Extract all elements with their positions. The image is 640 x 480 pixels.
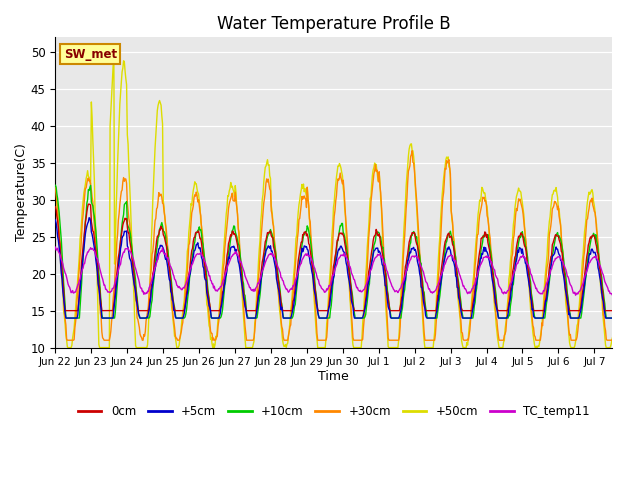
Text: SW_met: SW_met [64, 48, 117, 60]
X-axis label: Time: Time [319, 370, 349, 383]
Title: Water Temperature Profile B: Water Temperature Profile B [217, 15, 451, 33]
Legend: 0cm, +5cm, +10cm, +30cm, +50cm, TC_temp11: 0cm, +5cm, +10cm, +30cm, +50cm, TC_temp1… [73, 400, 595, 422]
Y-axis label: Temperature(C): Temperature(C) [15, 144, 28, 241]
